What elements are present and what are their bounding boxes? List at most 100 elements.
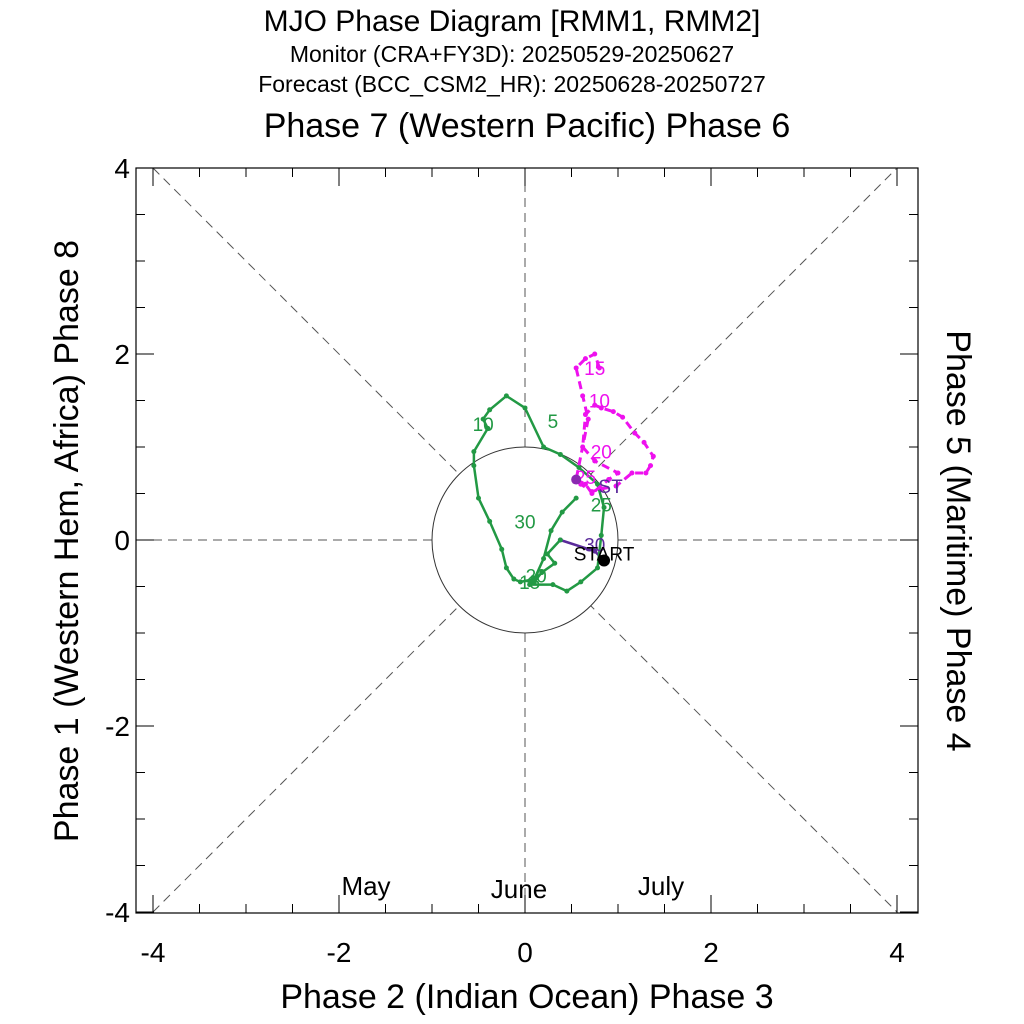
series-point-june bbox=[559, 509, 565, 515]
series-point-june bbox=[564, 588, 570, 594]
series-point-june bbox=[487, 518, 493, 524]
series-point-july bbox=[650, 453, 656, 459]
series-point-june bbox=[522, 405, 528, 411]
series-point-july bbox=[598, 405, 604, 411]
day-label-june: 20 bbox=[526, 566, 547, 587]
series-point-june bbox=[503, 393, 509, 399]
series-point-june bbox=[511, 576, 517, 582]
phase-guides bbox=[152, 167, 898, 913]
day-label-may: 30 bbox=[584, 536, 605, 557]
series-point-june bbox=[531, 576, 537, 582]
day-label-july: 20 bbox=[591, 443, 612, 464]
day-label-june: 15 bbox=[519, 573, 540, 594]
series-layer bbox=[471, 351, 656, 594]
y-tick-label: -4 bbox=[105, 897, 130, 928]
series-point-july bbox=[613, 483, 619, 489]
series-point-july bbox=[643, 470, 649, 476]
x-axis-label: Phase 2 (Indian Ocean) Phase 3 bbox=[280, 978, 773, 1016]
series-point-july bbox=[585, 416, 591, 422]
series-point-july bbox=[641, 439, 647, 445]
series-point-june bbox=[544, 551, 550, 557]
series-point-june bbox=[539, 570, 545, 576]
series-point-june bbox=[573, 495, 579, 501]
y-tick-label: 4 bbox=[114, 153, 130, 184]
series-point-july bbox=[580, 444, 586, 450]
series-point-june bbox=[480, 416, 486, 422]
series-point-july bbox=[620, 414, 626, 420]
series-point-june bbox=[471, 449, 477, 455]
series-point-june bbox=[601, 504, 607, 510]
series-point-june bbox=[541, 444, 547, 450]
series-point-june bbox=[595, 565, 601, 571]
y-tick-label: -2 bbox=[105, 711, 130, 742]
series-point-june bbox=[499, 546, 505, 552]
x-tick-label: 0 bbox=[517, 937, 533, 968]
series-point-july bbox=[592, 458, 598, 464]
series-point-july bbox=[582, 356, 588, 362]
series-point-may bbox=[592, 548, 598, 554]
end-marker bbox=[571, 474, 582, 485]
chart-subtitle-forecast: Forecast (BCC_CSM2_HR): 20250628-2025072… bbox=[258, 71, 766, 97]
y-tick-label: 0 bbox=[114, 525, 130, 556]
series-point-july bbox=[629, 470, 635, 476]
x-tick-label: -4 bbox=[141, 937, 166, 968]
day-label-july: 10 bbox=[589, 392, 610, 413]
y-tick-label: 2 bbox=[114, 339, 130, 370]
legend-july: July bbox=[638, 871, 684, 901]
series-point-june bbox=[503, 565, 509, 571]
day-label-june: 10 bbox=[473, 415, 494, 436]
series-point-july bbox=[580, 393, 586, 399]
series-point-july bbox=[632, 430, 638, 436]
series-point-july bbox=[610, 409, 616, 415]
start-marker bbox=[598, 554, 611, 567]
series-point-june bbox=[527, 582, 533, 588]
start-label: START bbox=[574, 544, 635, 565]
series-point-july bbox=[573, 365, 579, 371]
end-label: ST bbox=[598, 477, 623, 498]
y-axis-label-right: Phase 5 (Maritime) Phase 4 bbox=[939, 330, 977, 751]
series-point-july bbox=[592, 402, 598, 408]
x-tick-label: 4 bbox=[889, 937, 905, 968]
day-label-june: 30 bbox=[514, 512, 535, 533]
series-point-july bbox=[582, 411, 588, 417]
series-point-july bbox=[582, 481, 588, 487]
chart-subtitle-monitor: Monitor (CRA+FY3D): 20250529-20250627 bbox=[290, 41, 734, 67]
day-label-july: 25 bbox=[575, 468, 596, 489]
series-point-july bbox=[648, 463, 654, 469]
day-label-july: 15 bbox=[584, 359, 605, 380]
x-tick-label: 2 bbox=[703, 937, 719, 968]
series-point-june bbox=[541, 556, 547, 562]
series-point-july bbox=[598, 486, 604, 492]
legend-june: June bbox=[491, 874, 547, 904]
series-point-june bbox=[598, 532, 604, 538]
series-point-june bbox=[517, 579, 523, 585]
series-point-july bbox=[592, 351, 598, 357]
series-point-june bbox=[487, 407, 493, 413]
series-point-june bbox=[550, 582, 556, 588]
series-point-june bbox=[557, 537, 563, 543]
x-tick-label: -2 bbox=[327, 937, 352, 968]
series-point-june bbox=[485, 425, 491, 431]
series-point-june bbox=[578, 579, 584, 585]
y-axis-label-left: Phase 1 (Western Hem, Africa) Phase 8 bbox=[48, 240, 86, 842]
series-point-july bbox=[606, 477, 612, 483]
legend-may: May bbox=[341, 871, 390, 901]
series-point-june bbox=[595, 481, 601, 487]
series-point-june bbox=[471, 463, 477, 469]
series-point-july bbox=[589, 489, 595, 495]
series-point-june bbox=[552, 560, 558, 566]
series-line-june bbox=[472, 394, 606, 593]
series-point-june bbox=[576, 464, 582, 470]
series-point-july bbox=[615, 470, 621, 476]
day-label-june: 5 bbox=[548, 412, 559, 433]
series-point-june bbox=[548, 528, 554, 534]
chart-title: MJO Phase Diagram [RMM1, RMM2] bbox=[264, 5, 761, 38]
series-point-july bbox=[596, 365, 602, 371]
series-point-june bbox=[476, 495, 481, 501]
day-label-june: 25 bbox=[591, 496, 612, 517]
top-phase-label: Phase 7 (Western Pacific) Phase 6 bbox=[264, 107, 791, 145]
series-point-june bbox=[557, 451, 563, 457]
